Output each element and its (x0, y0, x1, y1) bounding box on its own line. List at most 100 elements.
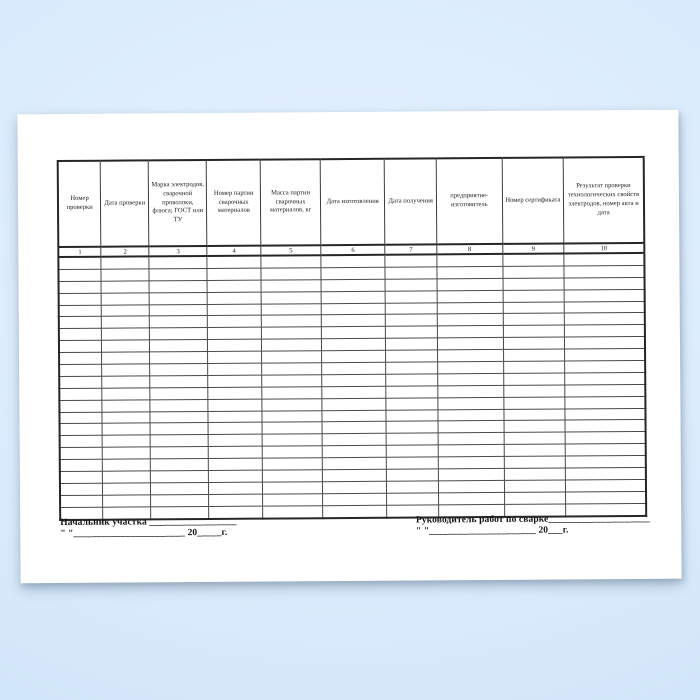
table-cell (102, 387, 151, 400)
table-cell (321, 350, 387, 363)
table-cell (207, 315, 262, 328)
table-cell (503, 456, 566, 469)
signature-right-year-suffix: г. (562, 525, 569, 536)
table-cell (386, 385, 438, 398)
table-cell (386, 445, 439, 458)
table-cell (59, 364, 102, 377)
table-cell (149, 304, 208, 317)
table-cell (101, 375, 151, 389)
table-cell (58, 292, 102, 306)
table-cell (386, 373, 438, 387)
table-cell (150, 411, 209, 424)
table-cell (385, 266, 438, 280)
table-cell (321, 326, 386, 339)
table-cell (101, 304, 150, 317)
signature-left-year-blank: _____ (197, 528, 222, 539)
table-cell (385, 326, 438, 339)
table-cell (321, 409, 387, 423)
table-cell (322, 445, 387, 458)
table-cell (385, 338, 438, 351)
table-cell (438, 468, 505, 481)
table-cell (321, 338, 386, 351)
table-cell (564, 289, 645, 302)
table-cell (437, 397, 504, 410)
table-cell (262, 445, 323, 459)
table-cell (208, 375, 262, 388)
table-cell (59, 352, 102, 365)
table-cell (102, 470, 151, 484)
table-cell (438, 456, 504, 469)
table-cell (565, 431, 646, 445)
table-cell (261, 291, 322, 304)
table-cell (58, 340, 102, 353)
table-cell (502, 313, 565, 326)
table-cell (503, 361, 565, 374)
table-cell (149, 351, 208, 364)
table-cell (437, 325, 504, 339)
table-cell (438, 492, 505, 505)
table-cell (504, 479, 566, 493)
table-cell (385, 302, 438, 315)
table-cell (322, 493, 388, 506)
column-header-9: Номер сертификата (501, 157, 564, 244)
signature-left-year-prefix: 20 (185, 528, 198, 539)
table-cell (438, 420, 504, 434)
column-header-1: Номер проверки (57, 160, 102, 248)
table-cell (320, 267, 386, 280)
table-cell (59, 411, 103, 424)
table-cell (437, 301, 503, 315)
table-cell (261, 315, 322, 328)
table-cell (207, 279, 262, 293)
table-cell (149, 255, 208, 269)
table-cell (564, 265, 645, 278)
table-cell (386, 433, 439, 446)
column-number-10: 10 (563, 242, 645, 254)
table-cell (59, 447, 103, 460)
table-cell (59, 423, 103, 436)
table-cell (149, 315, 208, 329)
table-cell (261, 374, 322, 387)
table-cell (564, 372, 646, 385)
table-cell (149, 292, 208, 305)
signature-right-date-blank: ______________________ (429, 526, 536, 537)
table-cell (261, 303, 322, 316)
table-cell (101, 256, 150, 270)
table-cell (502, 253, 565, 267)
table-cell (58, 328, 102, 341)
table-cell (208, 386, 263, 400)
table-cell (208, 422, 263, 435)
signature-block: Начальник участка __________________ " "… (60, 514, 650, 541)
table-cell (386, 492, 439, 505)
table-cell (208, 482, 263, 495)
table-cell (102, 411, 151, 424)
table-cell (565, 479, 647, 492)
table-cell (503, 408, 566, 421)
table-cell (262, 434, 323, 447)
table-cell (208, 398, 263, 412)
table-cell (386, 421, 439, 434)
table-cell (321, 397, 387, 411)
table-cell (565, 408, 646, 421)
table-cell (565, 467, 646, 480)
table-cell (149, 327, 208, 341)
signature-right-day-quotes: " " (415, 526, 430, 537)
column-number-2: 2 (101, 246, 150, 257)
table-cell (564, 348, 646, 362)
signature-right-year-prefix: 20 (535, 526, 549, 537)
table-cell (208, 446, 263, 459)
table-cell (503, 384, 565, 398)
table-cell (322, 433, 387, 446)
table-cell (101, 268, 150, 282)
column-number-1: 1 (58, 246, 102, 258)
table-cell (437, 349, 504, 362)
column-number-8: 8 (436, 243, 503, 255)
signature-left: Начальник участка __________________ " "… (60, 517, 237, 541)
column-number-3: 3 (149, 245, 208, 257)
table-cell (437, 385, 504, 398)
table-cell (150, 434, 209, 448)
column-header-6: Дата изготовления (320, 158, 386, 246)
table-cell (59, 459, 103, 472)
signature-right-title: Руководитель работ по сварке (415, 514, 549, 526)
signature-left-day-quotes: " " (60, 529, 74, 540)
table-cell (503, 349, 565, 362)
